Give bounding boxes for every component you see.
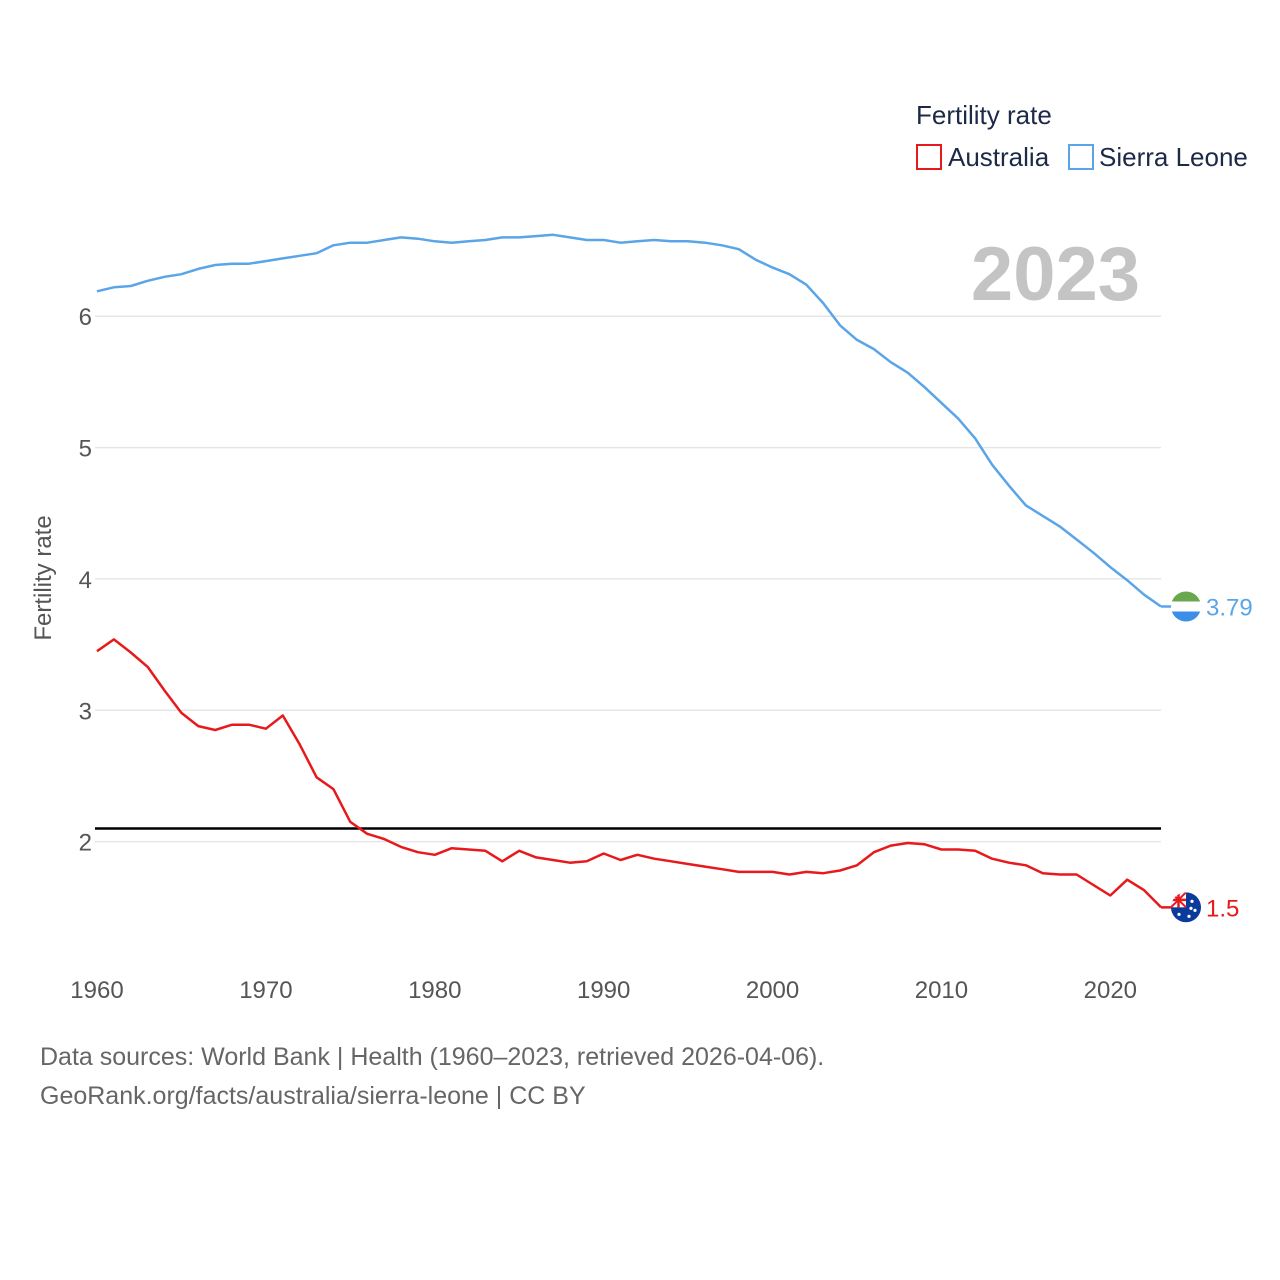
legend: Fertility rate Australia Sierra Leone [916,100,1248,172]
x-tick-label-2000: 2000 [746,977,799,1004]
series-line-australia [96,638,1162,909]
x-tick-label-2010: 2010 [915,977,968,1004]
y-tick-label-3: 3 [79,698,92,725]
end-value-label-australia: 1.5 [1206,895,1239,922]
x-tick-label-1970: 1970 [239,977,292,1004]
legend-label-australia: Australia [948,142,1050,172]
series-layer [96,233,1162,909]
y-tick-label-2: 2 [79,830,92,857]
legend-swatch-australia [916,144,942,170]
series-line-sierra-leone [96,233,1162,608]
end-value-label-sierra-leone: 3.79 [1206,595,1253,622]
end-markers-layer: 1.5 3.79 [1161,591,1253,923]
legend-title: Fertility rate [916,100,1052,130]
fertility-chart: 2 3 4 5 6 1960 1970 1980 1990 2000 2010 2020 1.5 3.… [30,100,1253,1004]
y-tick-label-6: 6 [79,304,92,331]
legend-item-australia[interactable]: Australia [916,142,1050,172]
legend-swatch-sierra-leone [1068,144,1094,170]
x-tick-label-2020: 2020 [1084,977,1137,1004]
y-tick-label-4: 4 [79,567,92,594]
footer-attribution: GeoRank.org/facts/australia/sierra-leone… [40,1082,586,1110]
y-tick-label-5: 5 [79,436,92,463]
y-axis-ticks: 2 3 4 5 6 [79,304,92,856]
year-watermark: 2023 [971,232,1140,317]
footer-data-sources: Data sources: World Bank | Health (1960–… [40,1043,825,1071]
legend-label-sierra-leone: Sierra Leone [1099,142,1248,172]
australia-flag-icon [1171,892,1201,923]
grid-layer [95,315,1161,843]
y-axis-label: Fertility rate [30,515,57,640]
sierra-leone-flag-icon [1171,591,1201,622]
x-tick-label-1960: 1960 [70,977,123,1004]
legend-item-sierra-leone[interactable]: Sierra Leone [1068,142,1248,172]
x-tick-label-1990: 1990 [577,977,630,1004]
x-tick-label-1980: 1980 [408,977,461,1004]
x-axis-ticks: 1960 1970 1980 1990 2000 2010 2020 [70,977,1137,1004]
